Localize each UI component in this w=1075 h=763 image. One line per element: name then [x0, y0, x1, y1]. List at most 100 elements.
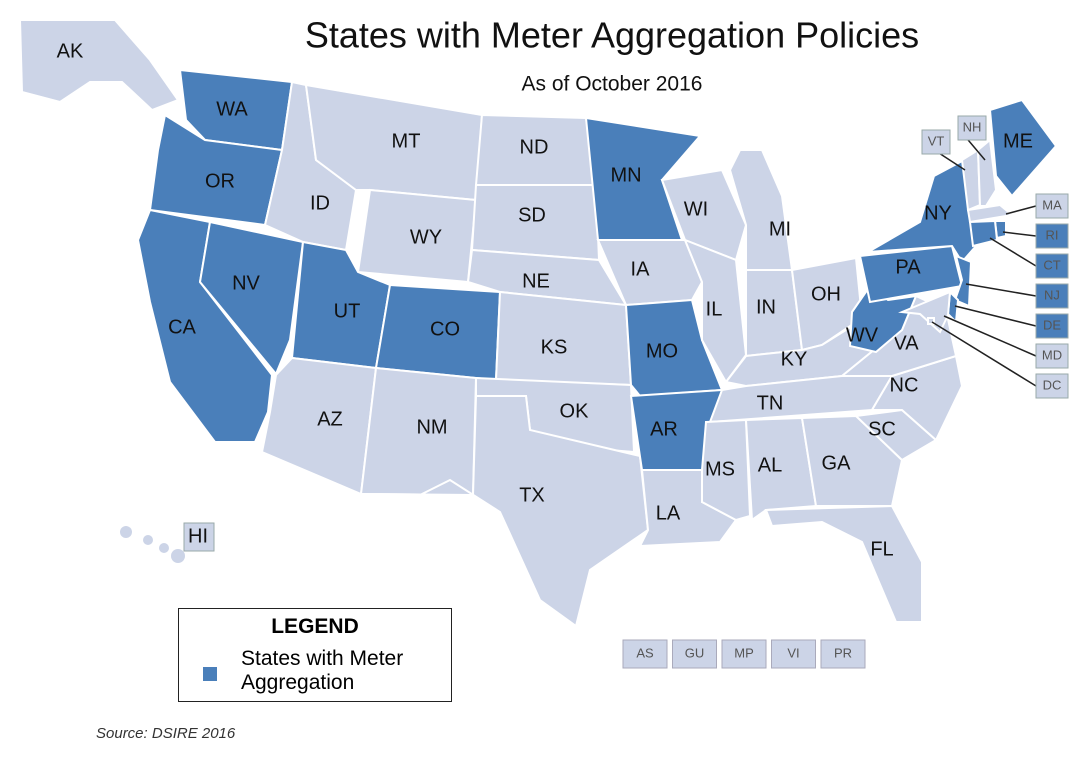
state — [120, 526, 132, 538]
leader-line — [965, 283, 1037, 297]
title: States with Meter Aggregation Policies — [305, 15, 919, 56]
state-label: CT — [1043, 257, 1060, 272]
state-label: SC — [868, 418, 896, 440]
state-label: MT — [392, 130, 421, 152]
state-label: NH — [963, 119, 982, 134]
state — [744, 416, 818, 522]
state-box — [1035, 253, 1069, 279]
state-label: OK — [560, 400, 590, 422]
state — [800, 414, 904, 507]
state-label: NM — [416, 416, 447, 438]
state — [143, 535, 153, 545]
state-label: MN — [610, 164, 641, 186]
state-label: MA — [1042, 197, 1062, 212]
state-label: KS — [541, 336, 568, 358]
state-label: MD — [1042, 347, 1062, 362]
state — [596, 239, 704, 307]
state-label: VA — [893, 332, 919, 354]
state-label: MS — [705, 458, 735, 480]
state-label: ND — [520, 136, 549, 158]
state-label: NJ — [1044, 287, 1060, 302]
state — [660, 168, 748, 262]
legend-swatch — [203, 667, 217, 681]
state-label: FL — [870, 538, 893, 560]
state-label: MI — [769, 218, 791, 240]
state-box — [1035, 223, 1069, 249]
subtitle: As of October 2016 — [522, 73, 703, 96]
state — [898, 290, 952, 334]
state-label: OR — [205, 170, 235, 192]
state-label: WV — [846, 324, 879, 346]
state-label: UT — [334, 300, 361, 322]
state-box — [1035, 373, 1069, 399]
leader-line — [1005, 205, 1037, 215]
state-label: IL — [706, 298, 723, 320]
state-label: ID — [310, 192, 330, 214]
state — [198, 220, 305, 376]
territory-label: AS — [636, 645, 654, 660]
legend: LEGEND States with Meter Aggregation — [178, 608, 452, 702]
state — [867, 158, 978, 264]
state-label: WA — [216, 98, 248, 120]
leader-line — [1002, 231, 1037, 237]
state-box — [957, 115, 987, 141]
state-label: SD — [518, 204, 546, 226]
state-label: VT — [928, 133, 945, 148]
state — [953, 254, 973, 308]
state-label: NV — [232, 272, 260, 294]
state-label: AR — [650, 418, 678, 440]
state-label: DC — [1043, 377, 1062, 392]
legend-label: States with Meter Aggregation — [241, 647, 404, 694]
state-box — [1035, 193, 1069, 219]
state-label: AZ — [317, 408, 343, 430]
state-box — [1035, 343, 1069, 369]
state-label: TN — [757, 392, 784, 414]
territory-label: VI — [787, 645, 799, 660]
territory-box — [622, 639, 668, 669]
state-box — [1035, 313, 1069, 339]
legend-title: LEGEND — [271, 615, 359, 638]
territory-label: GU — [685, 645, 705, 660]
source: Source: DSIRE 2016 — [96, 725, 236, 742]
state — [171, 549, 185, 563]
state-label: MO — [646, 340, 678, 362]
territory-label: MP — [734, 645, 754, 660]
territory-box — [771, 639, 816, 669]
state — [159, 543, 169, 553]
state — [360, 395, 650, 628]
state — [584, 116, 702, 241]
state — [966, 203, 1015, 224]
state-label: ME — [1003, 130, 1033, 152]
state-label: KY — [781, 348, 808, 370]
state-label: WI — [684, 198, 708, 220]
state — [764, 504, 923, 623]
state — [968, 219, 999, 248]
state-label: NE — [522, 270, 550, 292]
state-label: IN — [756, 296, 776, 318]
leader-line — [954, 305, 1037, 327]
state-label: LA — [656, 502, 681, 524]
state-box — [1035, 283, 1069, 309]
leader-line — [931, 321, 1037, 387]
state-box — [921, 129, 951, 155]
state-label: DE — [1043, 317, 1061, 332]
state-label: OH — [811, 283, 841, 305]
territory-box — [721, 639, 767, 669]
territory-label: PR — [834, 645, 852, 660]
state-label: WY — [410, 226, 442, 248]
territory-box — [820, 639, 866, 669]
state-label: GA — [822, 452, 852, 474]
state-label: NY — [924, 202, 952, 224]
leader-line — [989, 237, 1037, 267]
state — [18, 19, 180, 112]
state-label: PA — [895, 256, 921, 278]
state-label: AL — [758, 454, 782, 476]
state-label: HI — [188, 525, 208, 547]
state-label: IA — [631, 258, 651, 280]
leader-line — [943, 315, 1037, 357]
state-box — [183, 522, 215, 552]
state — [988, 98, 1058, 198]
state-label: AK — [57, 40, 84, 62]
